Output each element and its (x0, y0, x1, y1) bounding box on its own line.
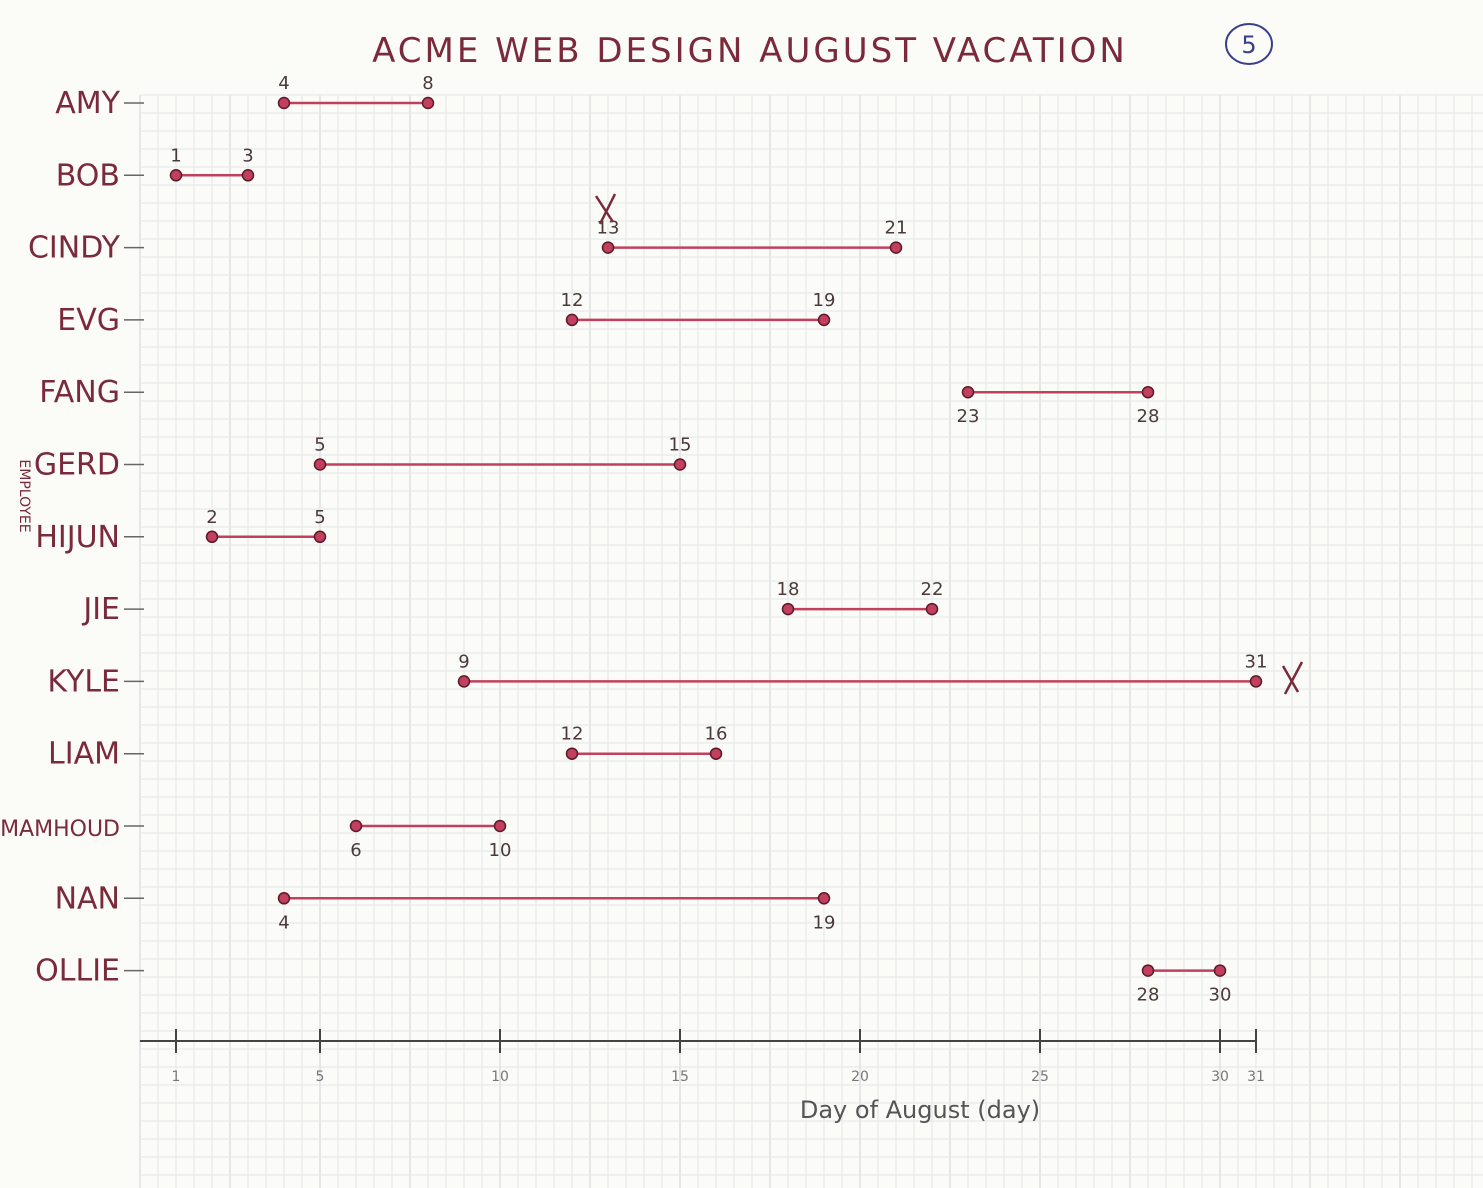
x-tick-label: 30 (1211, 1069, 1229, 1085)
cross-out-mark (594, 193, 617, 225)
start-label: 4 (278, 912, 289, 933)
end-label: 28 (1137, 406, 1160, 427)
x-axis-label: Day of August (day) (800, 1096, 1040, 1124)
page-number: 5 (1241, 31, 1256, 59)
start-point (961, 385, 975, 399)
employee-name: HIJUN (35, 520, 120, 555)
end-label: 19 (813, 912, 836, 933)
end-label: 15 (669, 435, 692, 456)
employee-name: BOB (56, 158, 120, 193)
end-label: 30 (1209, 985, 1232, 1006)
end-label: 3 (242, 145, 253, 166)
end-point (817, 892, 831, 905)
employee-name: CINDY (28, 231, 121, 266)
employee-name: FANG (39, 375, 120, 410)
end-point (1213, 964, 1227, 977)
x-tick-label: 31 (1247, 1069, 1265, 1085)
page-number-badge: 5 (1225, 23, 1273, 65)
start-label: 28 (1137, 985, 1160, 1006)
start-point (277, 96, 291, 110)
start-point (781, 602, 795, 616)
end-label: 5 (314, 507, 325, 528)
chart-title: ACME WEB DESIGN AUGUST VACATION (372, 31, 1128, 71)
end-label: 19 (813, 290, 836, 311)
end-point (817, 313, 831, 327)
y-axis-label: EMPLOYEE (16, 459, 32, 532)
page-number-circle (1225, 23, 1273, 65)
start-label: 23 (957, 406, 980, 427)
end-point (673, 458, 687, 471)
employee-name: NAN (55, 881, 120, 916)
x-tick-label: 1 (172, 1069, 181, 1085)
employee-name: EVG (57, 303, 120, 338)
start-label: 4 (278, 73, 289, 94)
end-point (241, 169, 255, 182)
employee-name: OLLIE (35, 954, 120, 989)
start-point (565, 313, 579, 327)
employee-name: GERD (34, 448, 120, 483)
end-point (925, 602, 939, 616)
x-tick-label: 25 (1031, 1069, 1049, 1085)
end-label: 16 (705, 724, 728, 745)
cross-out-mark (1281, 661, 1304, 695)
start-point (349, 819, 363, 833)
employee-name: MAMHOUD (0, 817, 120, 842)
end-point (421, 96, 435, 110)
start-point (277, 892, 291, 905)
employee-name: JIE (81, 592, 120, 627)
end-label: 31 (1245, 651, 1268, 672)
start-label: 12 (561, 290, 584, 311)
start-label: 5 (314, 435, 325, 456)
start-point (565, 747, 579, 760)
start-label: 1 (170, 145, 181, 166)
end-label: 8 (422, 73, 433, 94)
end-point (709, 747, 723, 760)
end-point (1141, 385, 1155, 399)
employee-name: KYLE (47, 664, 120, 699)
start-point (205, 530, 219, 544)
employee-labels: AMY BOB CINDY EVG FANG GERD HIJUN JIE KYLE LIAM MA… (0, 86, 144, 989)
employee-name: AMY (55, 86, 120, 121)
start-label: 12 (561, 724, 584, 745)
x-axis: 1 5 10 15 20 25 30 31 (140, 1029, 1265, 1085)
end-point (493, 819, 507, 833)
start-label: 6 (350, 840, 361, 861)
start-point (601, 241, 615, 254)
start-point (313, 458, 327, 471)
end-point (313, 530, 327, 544)
end-point (889, 241, 903, 254)
x-tick-label: 15 (671, 1069, 689, 1085)
end-point (1249, 675, 1263, 688)
employee-name: LIAM (48, 737, 120, 772)
start-label: 13 (597, 218, 620, 239)
start-point (169, 169, 183, 182)
end-label: 22 (921, 579, 944, 600)
x-tick-label: 5 (316, 1069, 325, 1085)
start-label: 2 (206, 507, 217, 528)
start-point (1141, 964, 1155, 977)
end-label: 21 (885, 218, 908, 239)
x-tick-label: 20 (851, 1069, 869, 1085)
end-label: 10 (489, 840, 512, 861)
start-label: 9 (458, 651, 469, 672)
start-label: 18 (777, 579, 800, 600)
x-tick-label: 10 (491, 1069, 509, 1085)
grid (139, 94, 1483, 1188)
start-point (457, 675, 471, 688)
